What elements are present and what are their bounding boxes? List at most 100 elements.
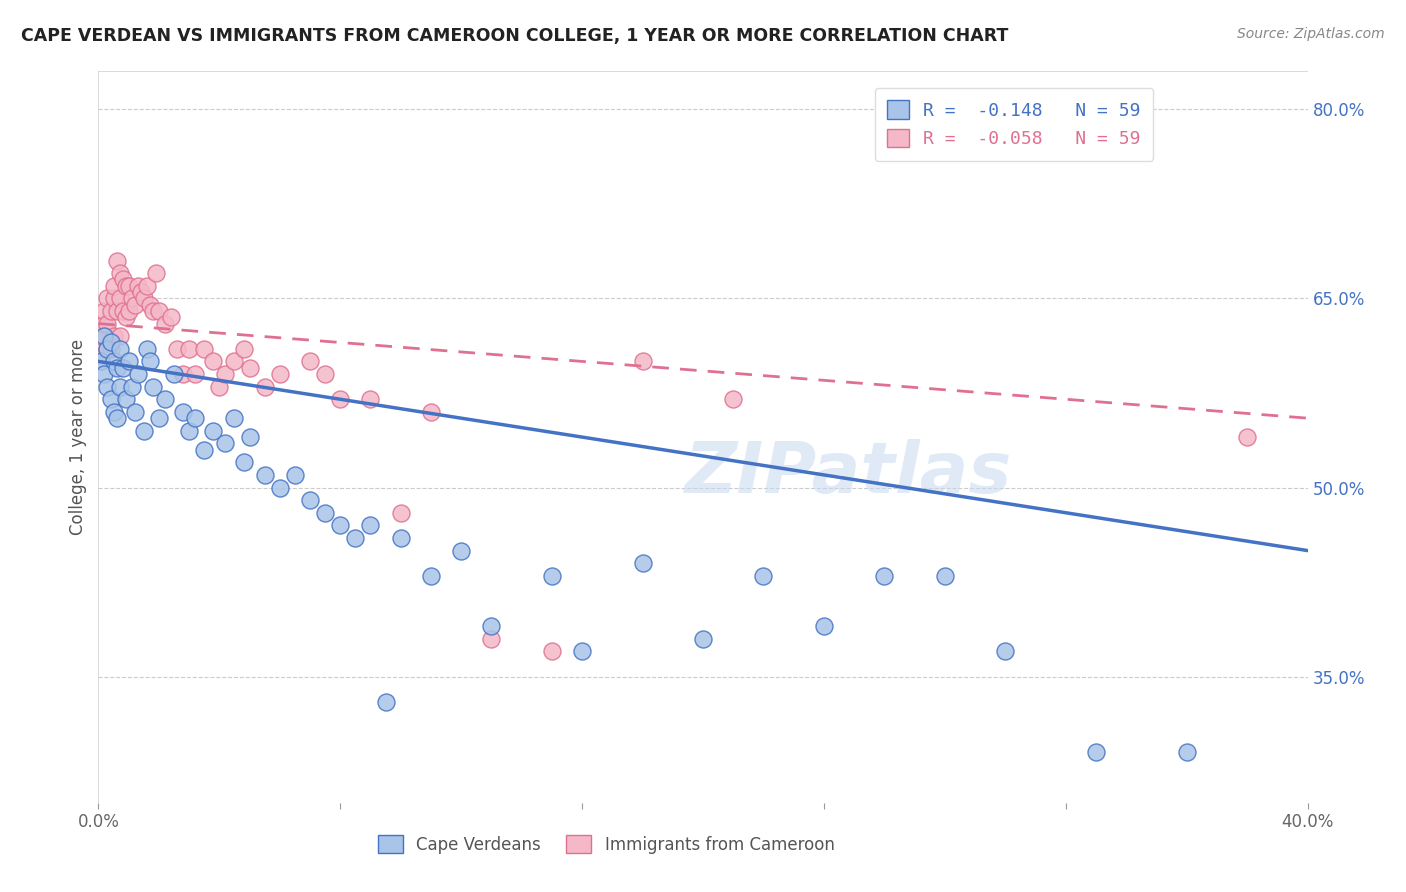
Point	[232, 455, 254, 469]
Point	[100, 392, 122, 407]
Point	[96, 317, 118, 331]
Point	[813, 619, 835, 633]
Point	[299, 493, 322, 508]
Point	[118, 354, 141, 368]
Point	[389, 506, 412, 520]
Point	[103, 354, 125, 368]
Point	[481, 632, 503, 646]
Point	[692, 632, 714, 646]
Point	[111, 304, 134, 318]
Point	[214, 367, 236, 381]
Point	[121, 379, 143, 393]
Point	[142, 304, 165, 318]
Point	[114, 310, 136, 325]
Point	[124, 405, 146, 419]
Point	[105, 304, 128, 318]
Point	[132, 291, 155, 305]
Point	[202, 424, 225, 438]
Point	[752, 569, 775, 583]
Point	[129, 285, 152, 299]
Point	[284, 467, 307, 482]
Point	[108, 342, 131, 356]
Point	[214, 436, 236, 450]
Point	[145, 266, 167, 280]
Point	[631, 556, 654, 570]
Point	[1236, 430, 1258, 444]
Point	[105, 411, 128, 425]
Point	[314, 367, 336, 381]
Point	[93, 329, 115, 343]
Point	[253, 467, 276, 482]
Point	[269, 481, 291, 495]
Point	[139, 354, 162, 368]
Point	[202, 354, 225, 368]
Point	[108, 329, 131, 343]
Point	[193, 342, 215, 356]
Point	[100, 335, 122, 350]
Point	[96, 342, 118, 356]
Point	[148, 304, 170, 318]
Point	[103, 278, 125, 293]
Point	[148, 411, 170, 425]
Point	[127, 367, 149, 381]
Point	[360, 518, 382, 533]
Point	[90, 329, 112, 343]
Legend: Cape Verdeans, Immigrants from Cameroon: Cape Verdeans, Immigrants from Cameroon	[371, 829, 841, 860]
Point	[166, 342, 188, 356]
Point	[108, 379, 131, 393]
Point	[118, 304, 141, 318]
Point	[96, 379, 118, 393]
Point	[329, 518, 352, 533]
Point	[374, 695, 396, 709]
Point	[344, 531, 367, 545]
Point	[114, 278, 136, 293]
Point	[124, 298, 146, 312]
Point	[153, 392, 176, 407]
Point	[111, 272, 134, 286]
Point	[224, 411, 246, 425]
Point	[172, 405, 194, 419]
Point	[96, 342, 118, 356]
Point	[934, 569, 956, 583]
Point	[193, 442, 215, 457]
Point	[389, 531, 412, 545]
Point	[723, 392, 745, 407]
Point	[224, 354, 246, 368]
Point	[540, 644, 562, 658]
Point	[142, 379, 165, 393]
Y-axis label: College, 1 year or more: College, 1 year or more	[69, 339, 87, 535]
Point	[103, 405, 125, 419]
Point	[163, 367, 186, 381]
Point	[360, 392, 382, 407]
Point	[114, 392, 136, 407]
Point	[93, 317, 115, 331]
Point	[994, 644, 1017, 658]
Point	[329, 392, 352, 407]
Point	[239, 360, 262, 375]
Text: ZIPatlas: ZIPatlas	[685, 439, 1012, 508]
Point	[420, 569, 443, 583]
Point	[132, 424, 155, 438]
Point	[1175, 745, 1198, 759]
Point	[103, 291, 125, 305]
Point	[314, 506, 336, 520]
Point	[420, 405, 443, 419]
Point	[100, 342, 122, 356]
Point	[103, 329, 125, 343]
Point	[253, 379, 276, 393]
Point	[93, 304, 115, 318]
Point	[127, 278, 149, 293]
Point	[873, 569, 896, 583]
Point	[179, 424, 201, 438]
Text: Source: ZipAtlas.com: Source: ZipAtlas.com	[1237, 27, 1385, 41]
Point	[118, 278, 141, 293]
Point	[239, 430, 262, 444]
Point	[135, 278, 157, 293]
Point	[108, 266, 131, 280]
Text: CAPE VERDEAN VS IMMIGRANTS FROM CAMEROON COLLEGE, 1 YEAR OR MORE CORRELATION CHA: CAPE VERDEAN VS IMMIGRANTS FROM CAMEROON…	[21, 27, 1008, 45]
Point	[208, 379, 231, 393]
Point	[571, 644, 593, 658]
Point	[540, 569, 562, 583]
Point	[90, 354, 112, 368]
Point	[139, 298, 162, 312]
